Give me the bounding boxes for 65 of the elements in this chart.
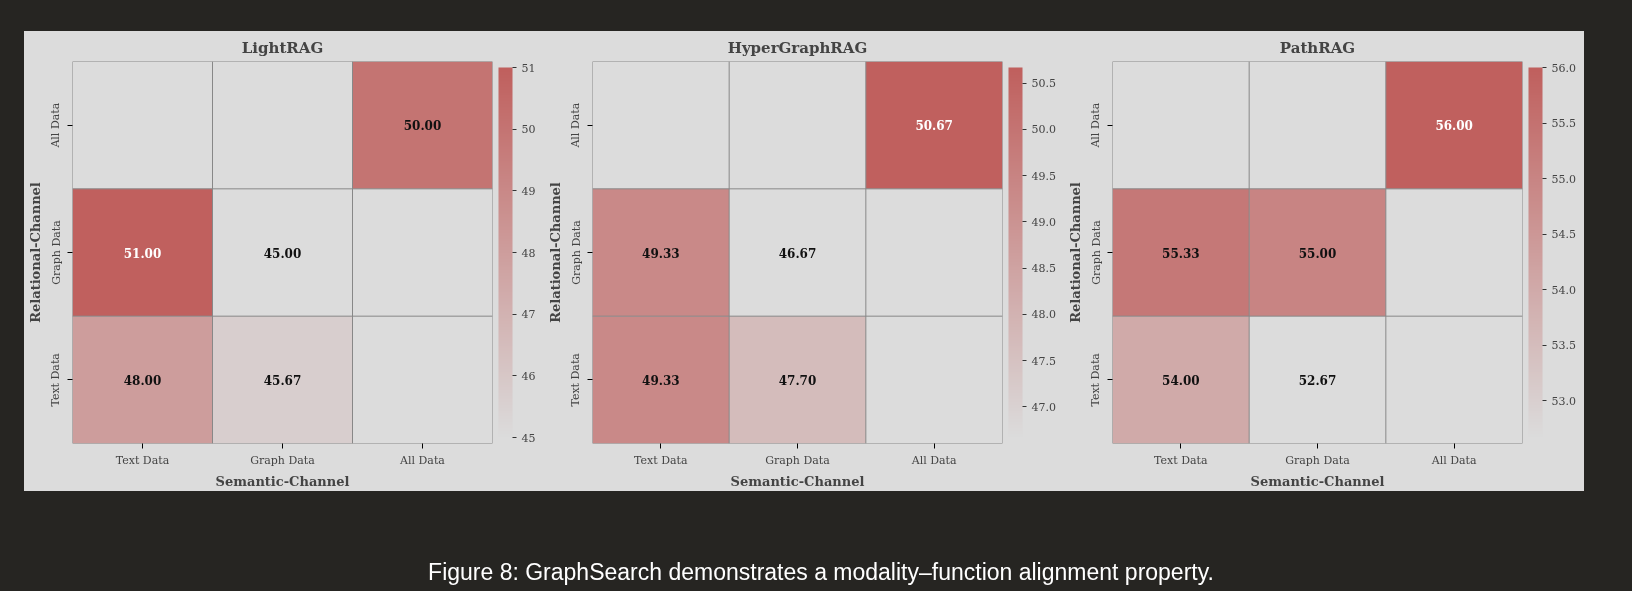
color-bar-label: 54.5 — [1551, 228, 1576, 242]
x-tick-label: Graph Data — [765, 453, 831, 467]
color-bar-label: 55.0 — [1551, 172, 1576, 186]
y-tick-label: Graph Data — [569, 219, 583, 285]
data-label: 55.33 — [1162, 246, 1200, 261]
color-bar-label: 47.5 — [1031, 354, 1056, 368]
color-bar-label: 47.0 — [1031, 400, 1056, 414]
x-axis-title: Semantic-Channel — [215, 473, 350, 489]
color-bar-label: 48.0 — [1031, 308, 1056, 322]
caption: Figure 8: GraphSearch demonstrates a modality–function alignment property. — [428, 558, 1214, 587]
color-bar-label: 48 — [521, 246, 536, 260]
data-label: 51.00 — [123, 246, 162, 261]
x-tick-label: Text Data — [115, 453, 170, 467]
y-tick-label: Text Data — [49, 352, 63, 407]
y-axis-title: Relational-Channel — [27, 182, 43, 323]
x-axis-title: Semantic-Channel — [730, 473, 865, 489]
data-label: 45.00 — [263, 246, 302, 261]
x-tick-label: All Data — [1430, 453, 1478, 467]
y-tick-label: Text Data — [569, 352, 583, 407]
color-bar-label: 45 — [521, 431, 536, 445]
y-tick-label: Graph Data — [1089, 219, 1103, 285]
color-bar-label: 46 — [521, 369, 536, 383]
y-tick-label: All Data — [569, 102, 583, 149]
color-bar-label: 50.0 — [1031, 123, 1056, 137]
y-tick-label: Graph Data — [49, 219, 63, 285]
x-tick-label: All Data — [910, 453, 958, 467]
data-label: 46.67 — [778, 246, 817, 261]
color-bar-label: 48.5 — [1031, 262, 1056, 276]
data-label: 52.67 — [1298, 373, 1337, 388]
color-bar-label: 50.5 — [1031, 77, 1056, 91]
x-axis-title: Semantic-Channel — [1250, 473, 1385, 489]
color-bar-label: 55.5 — [1551, 117, 1576, 131]
color-bar-label: 50 — [521, 123, 536, 137]
color-bar-label: 49.0 — [1031, 215, 1056, 229]
color-bar-label: 49.5 — [1031, 169, 1056, 183]
y-tick-label: Text Data — [1089, 352, 1103, 407]
data-label: 55.00 — [1298, 246, 1337, 261]
x-tick-label: All Data — [399, 453, 446, 467]
data-label: 54.00 — [1162, 373, 1200, 388]
y-axis-title: Relational-Channel — [1067, 182, 1083, 323]
color-bar-label: 51 — [521, 61, 536, 75]
chart-title: HyperGraphRAG — [727, 38, 868, 57]
x-tick-label: Graph Data — [250, 453, 316, 467]
data-label: 47.70 — [778, 373, 817, 388]
y-axis-title: Relational-Channel — [547, 182, 563, 323]
color-bar-label: 56.0 — [1551, 61, 1576, 75]
x-tick-label: Text Data — [634, 453, 689, 467]
data-label: 45.67 — [263, 373, 302, 388]
color-bar-label: 53.5 — [1551, 339, 1576, 353]
chart-title: PathRAG — [1279, 38, 1356, 57]
data-label: 56.00 — [1435, 119, 1473, 134]
y-tick-label: All Data — [1089, 102, 1103, 149]
data-label: 50.67 — [915, 119, 953, 134]
color-bar-label: 49 — [521, 184, 536, 198]
color-bar-label: 47 — [521, 308, 536, 322]
x-tick-label: Text Data — [1154, 453, 1209, 467]
x-tick-label: Graph Data — [1285, 453, 1351, 467]
data-label: 48.00 — [123, 373, 162, 388]
data-label: 50.00 — [403, 119, 442, 134]
y-tick-label: All Data — [49, 102, 63, 149]
color-bar-label: 53.0 — [1551, 394, 1576, 408]
data-label: 49.33 — [642, 246, 680, 261]
color-bar-label: 54.0 — [1551, 283, 1576, 297]
data-label: 49.33 — [642, 373, 680, 388]
chart-title: LightRAG — [241, 38, 324, 57]
